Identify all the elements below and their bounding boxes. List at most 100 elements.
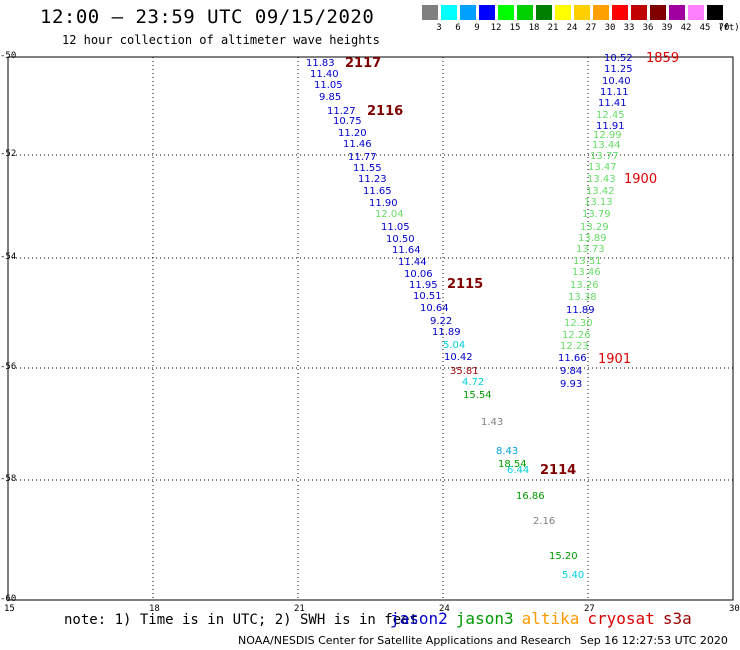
color-scale-label: 36 — [642, 23, 654, 33]
wave-height-label: 13.42 — [586, 186, 615, 197]
wave-height-label: 11.05 — [314, 80, 343, 91]
color-scale-label: 30 — [604, 23, 616, 33]
wave-height-label: 13.51 — [573, 256, 602, 267]
wave-height-label: 11.23 — [358, 174, 387, 185]
page-title: 12:00 – 23:59 UTC 09/15/2020 — [40, 6, 375, 28]
wave-height-label: 12.23 — [560, 341, 589, 352]
color-swatch — [441, 5, 457, 20]
wave-height-label: 12.45 — [596, 110, 625, 121]
color-scale-label: 33 — [623, 23, 635, 33]
wave-height-label: 10.42 — [444, 352, 473, 363]
color-swatch — [631, 5, 647, 20]
color-scale-label: 6 — [455, 23, 461, 33]
wave-height-label: 13.38 — [568, 292, 597, 303]
wave-height-label: 11.44 — [398, 257, 427, 268]
latitude-label: -56 — [0, 362, 17, 372]
wave-height-label: 13.73 — [576, 244, 605, 255]
satellite-legend-item: jason2 — [390, 609, 448, 628]
wave-height-label: 12.30 — [564, 318, 593, 329]
color-scale-label: 12 — [490, 23, 502, 33]
wave-height-label: 13.46 — [572, 267, 601, 278]
color-swatch — [612, 5, 628, 20]
color-scale-label: 3 — [436, 23, 442, 33]
wave-height-label: 11.89 — [566, 305, 595, 316]
wave-height-label: 13.29 — [580, 222, 609, 233]
color-swatch — [574, 5, 590, 20]
wave-height-label: 10.64 — [420, 303, 449, 314]
color-scale-unit: (ft) — [718, 23, 740, 33]
wave-height-label: 1859 — [646, 51, 679, 66]
footer-credit: NOAA/NESDIS Center for Satellite Applica… — [238, 634, 572, 647]
wave-height-label: 11.83 — [306, 58, 335, 69]
wave-height-tracks: 11.8311.4011.059.8511.2710.7511.2011.461… — [306, 51, 679, 581]
wave-height-label: 6.44 — [507, 465, 529, 476]
page-subtitle: 12 hour collection of altimeter wave hei… — [62, 33, 380, 47]
wave-height-label: 9.93 — [560, 379, 582, 390]
wave-height-label: 15.54 — [463, 390, 492, 401]
color-swatch — [650, 5, 666, 20]
color-swatch — [479, 5, 495, 20]
color-scale-legend: 3 6 9 12 15 18 21 24 27 30 33 36 39 42 45 70 — [422, 5, 739, 37]
color-swatch — [593, 5, 609, 20]
wave-height-label: 12.04 — [375, 209, 404, 220]
wave-height-label: 11.40 — [310, 69, 339, 80]
color-scale-label: 15 — [509, 23, 521, 33]
satellite-legend-item: altika — [521, 609, 580, 628]
wave-height-label: 18.54 — [498, 459, 527, 470]
wave-height-label: 13.44 — [592, 140, 621, 151]
map-grid — [7, 56, 734, 601]
longitude-label: 30 — [729, 604, 740, 614]
wave-height-label: 11.90 — [369, 198, 398, 209]
wave-height-label: 11.89 — [432, 327, 461, 338]
wave-height-label: 11.11 — [600, 87, 629, 98]
wave-height-label: 11.91 — [596, 121, 625, 132]
wave-height-label: 11.65 — [363, 186, 392, 197]
wave-height-label: 8.43 — [496, 446, 518, 457]
wave-height-label: 2116 — [367, 104, 403, 119]
wave-height-label: 13.13 — [584, 197, 613, 208]
wave-height-label: 11.95 — [409, 280, 438, 291]
wave-height-label: 10.40 — [602, 76, 631, 87]
color-swatch — [498, 5, 514, 20]
wave-height-label: 2115 — [447, 277, 483, 292]
map-border — [7, 56, 734, 601]
wave-height-label: 13.79 — [582, 209, 611, 220]
color-swatch — [536, 5, 552, 20]
wave-height-label: 2.16 — [533, 516, 555, 527]
latitude-label: -58 — [0, 474, 17, 484]
color-scale-label: 24 — [566, 23, 578, 33]
note-text: note: 1) Time is in UTC; 2) SWH is in fe… — [64, 612, 419, 628]
wave-height-label: 11.46 — [343, 139, 372, 150]
wave-height-label: 16.86 — [516, 491, 545, 502]
wave-height-label: 13.43 — [587, 174, 616, 185]
wave-height-label: 9.84 — [560, 366, 582, 377]
satellite-legend: jason2 jason3 altika cryosat s3a — [390, 609, 700, 628]
color-scale-label: 21 — [547, 23, 559, 33]
color-swatch — [688, 5, 704, 20]
color-swatch — [707, 5, 723, 20]
latitude-label: -60 — [0, 594, 17, 604]
color-swatch — [422, 5, 438, 20]
latitude-label: -50 — [0, 51, 17, 61]
wave-height-label: 1.43 — [481, 417, 503, 428]
wave-height-label: 11.66 — [558, 353, 587, 364]
wave-height-label: 13.26 — [570, 280, 599, 291]
color-scale-label: 70 — [718, 23, 730, 33]
color-swatch — [669, 5, 685, 20]
color-swatch — [555, 5, 571, 20]
longitude-label: 15 — [4, 604, 15, 614]
wave-height-label: 10.06 — [404, 269, 433, 280]
color-scale-label: 39 — [661, 23, 673, 33]
wave-height-label: 11.77 — [348, 152, 377, 163]
wave-height-label: 13.89 — [578, 233, 607, 244]
wave-height-label: 13.77 — [590, 151, 619, 162]
wave-height-label: 1900 — [624, 172, 657, 187]
wave-height-label: 35.81 — [450, 366, 479, 377]
wave-height-label: 2114 — [540, 463, 576, 478]
wave-height-label: 11.25 — [604, 64, 633, 75]
wave-height-label: 12.99 — [593, 130, 622, 141]
color-scale-label: 9 — [474, 23, 480, 33]
wave-height-label: 10.52 — [604, 53, 633, 64]
color-scale-label: 18 — [528, 23, 540, 33]
